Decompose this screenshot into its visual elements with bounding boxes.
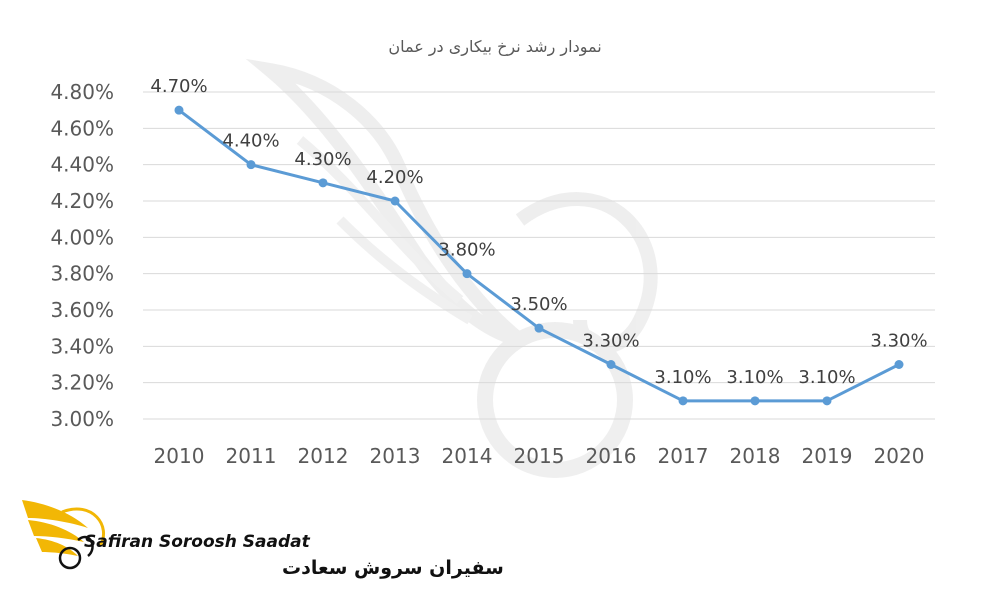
data-point — [894, 360, 904, 369]
data-label: 4.20% — [366, 167, 423, 188]
x-tick-label: 2012 — [298, 444, 349, 468]
x-tick-label: 2016 — [586, 444, 637, 468]
x-tick-label: 2010 — [154, 444, 205, 468]
data-label: 3.10% — [798, 367, 855, 388]
y-tick-label: 4.80% — [50, 80, 114, 104]
data-label: 4.70% — [150, 76, 207, 97]
data-point — [534, 323, 544, 333]
x-tick-label: 2020 — [874, 444, 925, 468]
data-point — [174, 105, 184, 115]
data-label: 3.10% — [726, 367, 783, 388]
y-tick-label: 3.80% — [50, 262, 114, 286]
chart-title: نمودار رشد نرخ بیکاری در عمان — [388, 37, 601, 57]
data-label: 3.30% — [870, 331, 927, 352]
data-label: 3.50% — [510, 294, 567, 315]
data-label: 3.10% — [654, 367, 711, 388]
y-tick-label: 3.20% — [50, 371, 114, 395]
y-axis-tick-labels: 3.00% 3.20% 3.40% 3.60% 3.80% 4.00% 4.20% 4.40%… — [50, 80, 114, 431]
data-point — [822, 396, 832, 406]
x-tick-label: 2015 — [514, 444, 565, 468]
grid-lines — [143, 91, 935, 420]
x-axis-tick-labels: 2010 2011 2012 2013 2014 2015 2016 2017 2018 2019… — [154, 444, 925, 468]
x-tick-label: 2018 — [730, 444, 781, 468]
y-tick-label: 4.60% — [50, 116, 114, 140]
data-point — [606, 360, 616, 369]
y-tick-label: 3.00% — [50, 407, 114, 431]
data-label: 4.40% — [222, 131, 279, 152]
y-tick-label: 4.40% — [50, 153, 114, 177]
data-label: 3.30% — [582, 331, 639, 352]
data-point — [678, 396, 688, 406]
data-point — [390, 196, 400, 206]
x-tick-label: 2017 — [658, 444, 709, 468]
data-point — [750, 396, 760, 406]
data-point — [318, 178, 328, 188]
data-point — [246, 160, 256, 170]
data-label: 3.80% — [438, 240, 495, 261]
x-tick-label: 2011 — [226, 444, 277, 468]
series-line — [177, 108, 901, 403]
data-point — [462, 269, 472, 279]
x-tick-label: 2013 — [370, 444, 421, 468]
logo-name-english: Safiran Soroosh Saadat — [84, 532, 311, 552]
x-tick-label: 2019 — [802, 444, 853, 468]
y-tick-label: 4.20% — [50, 189, 114, 213]
x-tick-label: 2014 — [442, 444, 493, 468]
logo-name-persian: سفیران سروش سعادت — [282, 557, 504, 579]
watermark-logo — [245, 58, 658, 478]
y-tick-label: 3.60% — [50, 298, 114, 322]
data-labels: 4.70% 4.40% 4.30% 4.20% 3.80% 3.50% 3.30% 3.10%… — [150, 76, 927, 388]
y-tick-label: 3.40% — [50, 334, 114, 358]
y-tick-label: 4.00% — [50, 225, 114, 249]
data-points — [174, 105, 904, 406]
company-logo: Safiran Soroosh Saadat سفیران سروش سعادت — [22, 500, 504, 579]
data-label: 4.30% — [294, 149, 351, 170]
logo-wing-icon — [22, 500, 106, 570]
